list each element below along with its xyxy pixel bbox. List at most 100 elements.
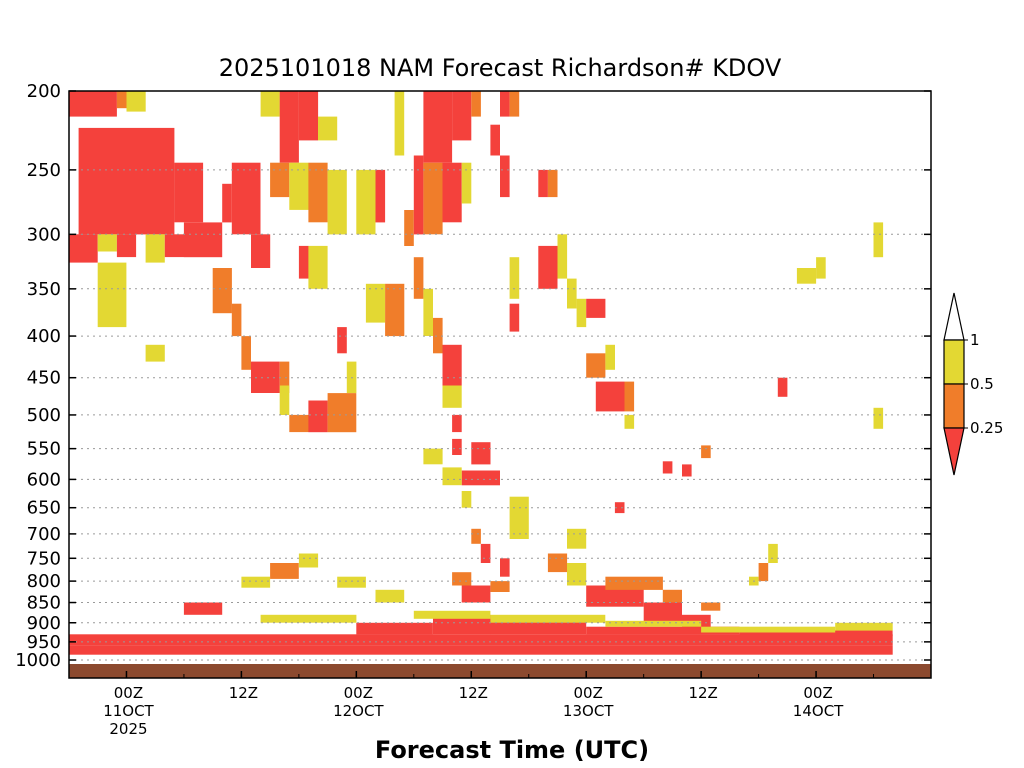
x-tick-label: 12OCT — [333, 702, 384, 720]
heatmap-cell — [624, 414, 635, 429]
ground-boundary — [69, 662, 931, 664]
y-tick-label: 750 — [27, 548, 61, 569]
heatmap-cell — [126, 91, 146, 112]
heatmap-cell — [509, 91, 520, 117]
heatmap-cell — [365, 283, 386, 323]
heatmap-cell — [260, 91, 280, 117]
x-tick-label: 14OCT — [793, 702, 844, 720]
heatmap-cell — [442, 344, 462, 386]
heatmap-cell — [260, 614, 357, 623]
y-tick-label: 900 — [27, 613, 61, 634]
heatmap-cell — [394, 91, 405, 156]
heatmap-cell — [279, 91, 299, 163]
legend-bin-below-0.25 — [943, 427, 965, 476]
heatmap-cell — [547, 553, 568, 573]
heatmap-cell — [327, 393, 357, 433]
heatmap-cell — [289, 162, 309, 210]
heatmap-cell — [682, 464, 692, 477]
heatmap-cell — [777, 377, 788, 397]
heatmap-cell — [270, 162, 290, 198]
legend-level-label: 0.25 — [970, 419, 1003, 437]
heatmap-cell — [327, 169, 347, 235]
heatmap-cell — [614, 502, 625, 514]
x-tick-label: 00Z — [114, 684, 143, 702]
y-tick-label: 1000 — [15, 650, 61, 671]
heatmap-cell — [452, 438, 462, 455]
heatmap-cell — [567, 563, 587, 586]
heatmap-cell — [241, 336, 251, 370]
heatmap-cell — [318, 116, 338, 141]
heatmap-cell — [538, 169, 548, 198]
heatmap-cell — [500, 91, 510, 117]
x-tick-label: 11OCT — [103, 702, 154, 720]
heatmap-cell — [873, 407, 884, 429]
heatmap-cell — [509, 257, 520, 299]
heatmap-cell — [413, 155, 424, 235]
heatmap-cell — [298, 91, 319, 141]
heatmap-cell — [308, 162, 328, 223]
x-tick-label: 12Z — [229, 684, 258, 702]
heatmap-cell — [308, 245, 328, 289]
ground-layer — [69, 662, 931, 678]
heatmap-cell — [538, 245, 558, 289]
heatmap-cell — [145, 234, 165, 263]
heatmap-cell — [308, 400, 328, 433]
y-tick-label: 850 — [27, 593, 61, 614]
heatmap-cell — [433, 317, 443, 354]
heatmap-cell — [471, 91, 481, 117]
heatmap-cell — [586, 626, 740, 635]
x-tick-label: 12Z — [688, 684, 717, 702]
y-tick-label: 600 — [27, 469, 61, 490]
heatmap-cell — [433, 614, 491, 635]
y-tick-label: 550 — [27, 439, 61, 460]
heatmap-cell — [116, 91, 127, 109]
heatmap-cell — [442, 467, 462, 486]
heatmap-cell — [289, 414, 309, 433]
x-tick-label: 12Z — [459, 684, 488, 702]
heatmap-cell — [509, 303, 520, 332]
heatmap-cell — [69, 634, 893, 646]
heatmap-cell — [145, 344, 165, 362]
heatmap-cell — [423, 448, 443, 465]
heatmap-cell — [337, 576, 366, 588]
y-tick-label: 800 — [27, 571, 61, 592]
x-axis-title: Forecast Time (UTC) — [375, 736, 649, 764]
heatmap-cell — [69, 645, 893, 655]
y-tick-label: 450 — [27, 368, 61, 389]
heatmap-cell — [174, 162, 204, 223]
heatmap-cell — [557, 234, 568, 279]
heatmap-cell — [164, 234, 184, 258]
heatmap-cell — [413, 610, 491, 619]
heatmap-cell — [375, 169, 386, 223]
heatmap-cell — [739, 630, 893, 637]
heatmap-cell — [701, 602, 721, 611]
heatmap-cell — [471, 528, 481, 544]
heatmap-cell — [69, 234, 98, 263]
heatmap-cell — [835, 622, 893, 631]
heatmap-cell — [97, 234, 117, 252]
heatmap-cell — [231, 162, 261, 235]
y-tick-label: 300 — [27, 224, 61, 245]
heatmap-cell — [452, 91, 472, 141]
heatmap-cell — [298, 245, 309, 279]
heatmap-cell — [212, 268, 232, 314]
heatmap-cell — [662, 461, 673, 474]
heatmap-cell — [490, 581, 510, 592]
chart-title: 2025101018 NAM Forecast Richardson# KDOV — [219, 54, 782, 82]
heatmap-cell — [567, 278, 577, 309]
heatmap-cell — [490, 614, 606, 623]
heatmap-cell — [595, 381, 625, 412]
heatmap-cell — [423, 162, 443, 235]
heatmap-cell — [547, 169, 558, 198]
heatmap-cell — [385, 283, 405, 337]
heatmap-cell — [423, 288, 433, 336]
heatmap-cell — [605, 576, 663, 590]
y-tick-label: 700 — [27, 524, 61, 545]
heatmap-cell — [337, 327, 347, 354]
heatmap-cell — [624, 381, 635, 412]
y-tick-label: 950 — [27, 632, 61, 653]
heatmap-cell — [480, 543, 491, 563]
plot-frame — [68, 90, 932, 679]
